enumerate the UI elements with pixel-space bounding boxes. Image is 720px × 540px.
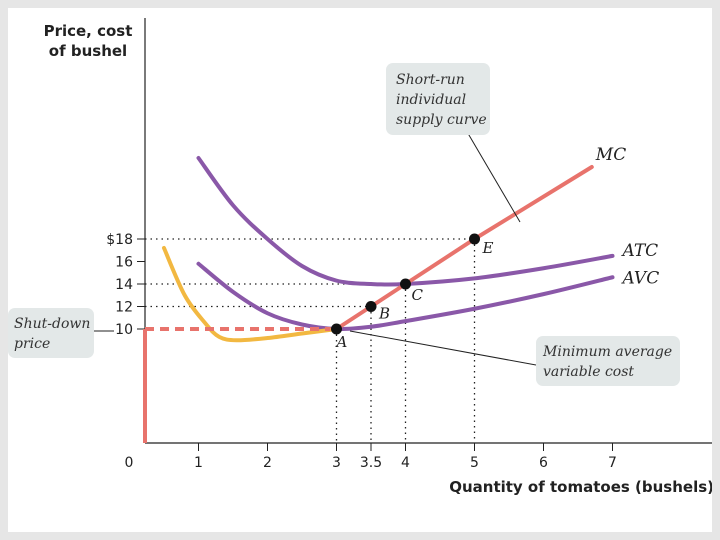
point-A — [331, 323, 342, 335]
min-avc-callout-pointer — [349, 330, 537, 366]
atc-label: ATC — [621, 241, 659, 261]
point-label-B: B — [378, 305, 390, 323]
y-tick-label: 12 — [115, 300, 133, 316]
x-tick-label: 0 — [125, 455, 134, 471]
marked-points: A B C E — [331, 233, 494, 351]
mc-label: MC — [595, 145, 626, 165]
point-C — [400, 278, 411, 290]
x-tick-label: 3 — [332, 455, 341, 471]
mc-curve-below-shutdown — [162, 246, 339, 343]
x-tick-label: 4 — [401, 455, 410, 471]
min-avc-callout-line2: variable cost — [543, 364, 634, 380]
min-avc-callout-line1: Minimum average — [542, 344, 672, 360]
atc-curve — [196, 156, 615, 287]
y-tick-label: 14 — [115, 277, 133, 293]
supply-callout-box — [386, 63, 490, 135]
x-tick-label: 1 — [194, 455, 203, 471]
y-tick-label: 10 — [115, 322, 133, 338]
x-tick-label: 6 — [539, 455, 548, 471]
guide-lines — [145, 238, 476, 443]
point-label-C: C — [412, 286, 424, 304]
x-tick-label: 5 — [470, 455, 479, 471]
x-tick-label: 3.5 — [360, 455, 382, 471]
supply-callout-line2: individual — [396, 92, 466, 108]
avc-label: AVC — [621, 268, 660, 288]
point-B — [365, 301, 377, 312]
cost-curves-chart: Price, cost of bushel Quantity of tomato… — [8, 18, 712, 496]
point-label-A: A — [335, 333, 348, 351]
x-tick-label: 7 — [608, 455, 617, 471]
avc-curve — [196, 261, 615, 332]
shutdown-callout-line2: price — [14, 336, 50, 352]
y-axis-title-line2: of bushel — [49, 42, 127, 60]
y-tick-label: $18 — [106, 232, 133, 248]
x-tick-label: 2 — [263, 455, 272, 471]
x-ticks: 0 1 2 3 3.5 4 5 6 7 — [125, 443, 617, 471]
y-axis-title-line1: Price, cost — [44, 22, 133, 40]
x-axis-title: Quantity of tomatoes (bushels) — [449, 478, 712, 496]
supply-callout-pointer — [465, 129, 521, 223]
shutdown-callout-box — [8, 308, 94, 358]
slide: Price, cost of bushel Quantity of tomato… — [8, 8, 712, 532]
shutdown-callout-line1: Shut-down — [14, 316, 90, 332]
supply-callout-line1: Short-run — [396, 72, 465, 88]
supply-callout-line3: supply curve — [396, 112, 487, 128]
min-avc-callout-box — [536, 336, 680, 386]
point-label-E: E — [482, 239, 494, 257]
y-tick-label: 16 — [115, 255, 133, 271]
y-ticks: $18 16 14 12 10 — [106, 232, 145, 338]
point-E — [469, 233, 480, 245]
